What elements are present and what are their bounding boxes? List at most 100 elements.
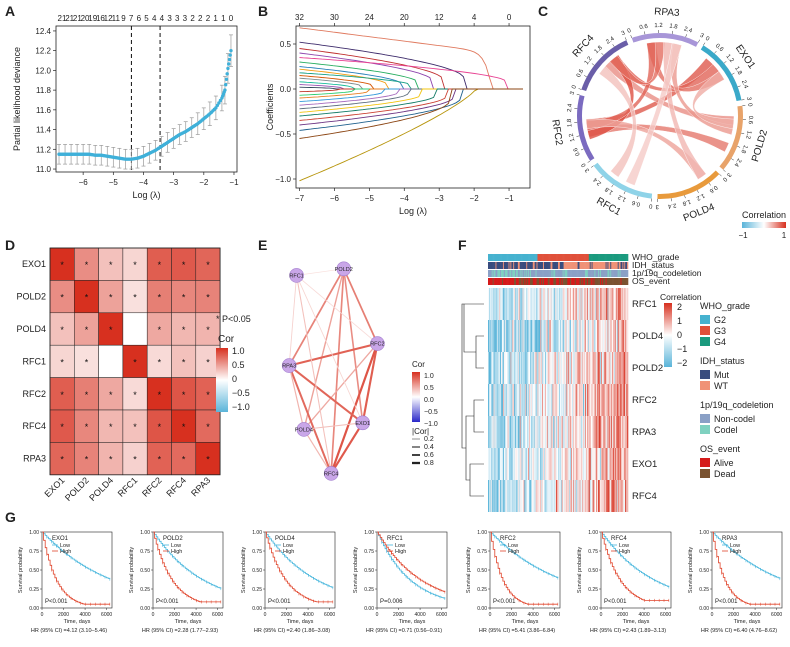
f-cell (513, 320, 515, 352)
f-annotation-os (594, 278, 596, 285)
f-cell (489, 320, 492, 352)
c-link-exo1-pold2 (692, 71, 735, 130)
f-cell (530, 288, 532, 320)
c-tick-label: 2.4 (605, 36, 616, 46)
f-cell (552, 448, 554, 480)
f-cell (600, 480, 603, 512)
f-cell (627, 288, 629, 320)
f-cell (620, 384, 622, 416)
f-cell (504, 480, 507, 512)
g-ytick-label: 0.50 (588, 568, 598, 574)
c-tick-mark (698, 39, 700, 43)
g-ytick-label: 0.75 (29, 549, 39, 555)
d-cell (171, 344, 197, 378)
f-cell (501, 288, 503, 320)
f-annotation-who (595, 254, 597, 261)
f-cell (496, 384, 498, 416)
a-top-count: 5 (144, 14, 149, 23)
f-cell (552, 384, 554, 416)
f-cell (609, 416, 611, 448)
f-cell (488, 448, 491, 480)
f-annotation-idh (602, 262, 605, 269)
f-cell (590, 416, 592, 448)
b-top-label: 0 (507, 13, 512, 22)
f-cell (549, 416, 551, 448)
f-annotation-who (501, 254, 503, 261)
f-cell (590, 352, 592, 384)
f-annotation-who (580, 254, 582, 261)
g-pvalue: P<0.001 (45, 599, 68, 605)
g-pvalue: P=0.006 (380, 599, 403, 605)
b-xtick-label: −1 (504, 194, 514, 203)
f-cell (574, 480, 577, 512)
f-annotation-who (590, 254, 592, 261)
f-cell (533, 480, 535, 512)
f-cell (617, 416, 619, 448)
f-annotation-idh (521, 262, 523, 269)
c-legend-title: Correlation (742, 210, 786, 220)
f-cell (504, 288, 507, 320)
f-annotation-idh (511, 262, 513, 269)
d-sig-mark: * (109, 455, 113, 465)
f-annotation-who (488, 254, 490, 261)
f-cell (556, 352, 558, 384)
f-cell (511, 480, 513, 512)
f-annotation-idh (500, 262, 502, 269)
f-cell (544, 384, 546, 416)
f-annotation-codel (587, 270, 590, 277)
a-xtick-label: −3 (169, 178, 179, 187)
e-edge-rfc1-pold2 (296, 268, 344, 276)
f-annotation-os (608, 278, 610, 285)
f-annotation-os (593, 278, 595, 285)
f-cell (542, 416, 544, 448)
f-cell (506, 384, 508, 416)
f-annotation-os (555, 278, 557, 285)
f-cell (495, 448, 497, 480)
f-cell (615, 288, 618, 320)
f-annotation-os (532, 278, 535, 285)
c-sector-rfc2 (576, 95, 595, 161)
f-cell (524, 448, 526, 480)
f-annotation-who (488, 254, 491, 261)
f-annotation-idh (558, 262, 561, 269)
g-ytick-label: 0.75 (699, 549, 709, 555)
b-xtick-label: −4 (400, 194, 410, 203)
f-annotation-who (491, 254, 493, 261)
f-cell (530, 352, 533, 384)
f-cell (498, 448, 500, 480)
f-annotation-codel (537, 270, 539, 277)
e-edge-pold4-rfc4 (303, 429, 332, 474)
g-xtick-label: 6000 (660, 612, 671, 618)
f-annotation-who (535, 254, 537, 261)
f-annotation-os (590, 278, 592, 285)
f-cell (582, 288, 584, 320)
f-cell (488, 384, 491, 416)
f-cell (525, 320, 527, 352)
f-cell (489, 288, 492, 320)
f-cell (586, 352, 588, 384)
a-top-count: 9 (121, 14, 126, 23)
f-cell (577, 480, 579, 512)
f-cell (583, 384, 585, 416)
f-annotation-os (518, 278, 521, 285)
g-curve-low-rfc1 (377, 531, 446, 599)
f-annotation-codel (520, 270, 522, 277)
f-cell (594, 448, 596, 480)
c-tick-label: 0 (627, 28, 633, 35)
f-cell (571, 384, 573, 416)
f-annotation-idh (622, 262, 624, 269)
f-annotation-codel (614, 270, 616, 277)
f-annotation-idh (578, 262, 580, 269)
f-cell (600, 448, 602, 480)
f-annotation-codel (539, 270, 541, 277)
f-cell (593, 480, 595, 512)
c-tick-label: 0 (721, 176, 728, 183)
f-annotation-codel (600, 270, 602, 277)
f-cell (544, 320, 547, 352)
f-legend-swatch (700, 315, 710, 324)
f-cell (544, 416, 546, 448)
f-cell (586, 480, 588, 512)
e-edge-pold2-rpa3 (288, 268, 345, 367)
a-xtick-label: −1 (229, 178, 239, 187)
c-tick-mark (587, 160, 591, 163)
